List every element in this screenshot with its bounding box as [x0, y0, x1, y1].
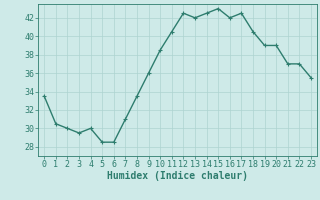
X-axis label: Humidex (Indice chaleur): Humidex (Indice chaleur) [107, 171, 248, 181]
